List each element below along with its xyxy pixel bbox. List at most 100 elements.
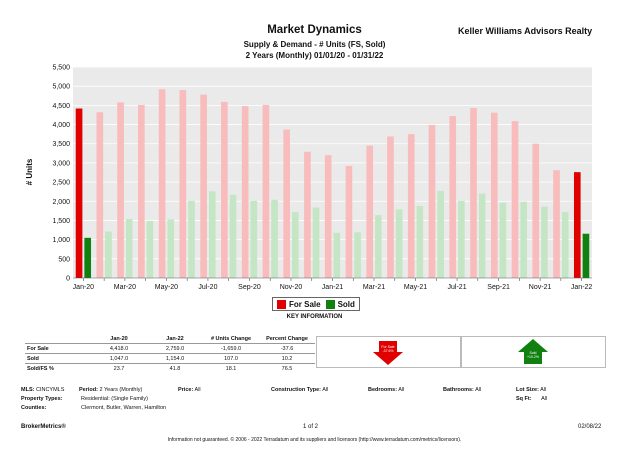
lotsize-label: Lot Size: [516,387,539,393]
sold-bar-apr-21 [395,209,403,278]
lotsize-criteria: Lot Size: All [516,387,546,393]
counties-value: Clermont, Butler, Warren, Hamilton [81,405,167,411]
price-value: All [194,387,201,393]
y-tick-label: 4,000 [52,122,70,129]
x-tick-label: Nov-21 [529,284,552,291]
table-row: Sold/FS % 23.7 41.8 18.1 76.5 [25,363,315,373]
sold-bar-dec-20 [312,207,320,278]
sold-bar-aug-20 [229,194,237,278]
table-cell: 18.1 [203,363,259,373]
sold-bar-apr-20 [146,220,154,278]
for-sale-bar-may-20 [158,89,166,278]
bedrooms-value: All [398,387,405,393]
property-type-criteria: Property Types: Residential: (Single Fam… [21,396,148,402]
company-name: Keller Williams Advisors Realty [458,26,593,36]
sqft-label: Sq Ft: [516,396,532,402]
for-sale-bar-jan-21 [324,155,332,278]
legend-label-sold: Sold [337,299,355,309]
y-tick-label: 2,000 [52,199,70,206]
table-header [25,334,91,344]
y-axis-ticks: 0 500 1,000 1,500 2,000 2,500 3,000 3,500 4,000 4… [52,65,70,283]
x-tick-label: Jan-22 [571,284,593,291]
for-sale-bar-jan-22 [573,172,581,278]
sold-bar-jan-21 [333,232,341,278]
row-label: Sold [25,353,91,364]
bedrooms-criteria: Bedrooms: All [368,387,404,393]
construction-label: Construction Type: [271,387,322,393]
sold-bar-jun-21 [437,190,444,278]
table-header: # Units Change [210,335,252,342]
for-sale-bar-oct-20 [262,104,270,278]
sold-bar-feb-21 [354,232,361,278]
property-type-label: Property Types: [21,396,63,402]
y-tick-label: 5,500 [52,65,70,72]
bedrooms-label: Bedrooms: [368,387,398,393]
y-tick-label: 3,000 [52,160,70,167]
bathrooms-value: All [475,387,482,393]
for-sale-bar-sep-21 [490,112,498,278]
legend-item-sold: Sold [325,299,355,309]
for-sale-bar-jun-20 [179,90,187,278]
report-date: 02/08/22 [578,424,602,430]
for-sale-bar-aug-21 [470,108,477,278]
sold-bar-jan-20 [84,237,92,278]
period-criteria: Period: 2 Years (Monthly) [79,387,142,393]
table-cell: 23.7 [91,363,147,373]
for-sale-bar-may-21 [407,134,415,278]
x-tick-label: Jan-20 [73,284,95,291]
sold-bar-nov-21 [541,206,548,278]
x-tick-label: Mar-21 [363,284,385,291]
y-tick-label: 0 [66,276,70,283]
chart-subtitle: Supply & Demand - # Units (FS, Sold) [243,40,386,49]
x-tick-label: Mar-20 [114,284,136,291]
for-sale-bar-oct-21 [511,121,519,278]
counties-criteria: Counties: Clermont, Butler, Warren, Hami… [21,405,166,411]
sold-bar-oct-21 [520,201,527,278]
sold-bar-mar-20 [125,218,133,278]
x-tick-label: May-21 [404,284,427,291]
for-sale-change-indicator: For Sale -37.6% [316,336,461,368]
y-tick-label: 4,500 [52,103,70,110]
chart-legend: For Sale Sold [272,297,360,311]
up-arrow-icon [518,339,548,364]
x-tick-label: Nov-20 [280,284,303,291]
chart-title: Market Dynamics [267,24,362,36]
mls-value: CINCYMLS [35,387,65,393]
x-tick-label: May-20 [155,284,178,291]
legend-swatch-sold [325,299,335,309]
price-criteria: Price: All [178,387,201,393]
property-type-value: Residential: (Single Family) [81,396,148,402]
table-header: Jan-20 [110,335,128,342]
construction-value: All [322,387,329,393]
key-information-heading: KEY INFORMATION [286,314,343,320]
y-tick-label: 1,500 [52,218,70,225]
y-tick-label: 1,000 [52,237,70,244]
for-sale-bar-jun-21 [428,124,436,278]
sold-bar-sep-21 [499,202,507,278]
table-cell: -37.6 [259,343,315,354]
table-header-row: Jan-20 Jan-22 # Units Change Percent Cha… [25,334,315,344]
for-sale-bar-feb-21 [345,165,353,278]
sold-bar-may-21 [416,205,424,278]
brokermetrics-logo-text: BrokerMetrics® [21,424,66,430]
construction-criteria: Construction Type: All [271,387,328,393]
sold-change-indicator: Sold +10.2% [461,336,606,368]
for-sale-bar-jan-20 [75,108,83,278]
x-axis-ticks: Jan-20 Mar-20 May-20 Jul-20 Sep-20 Nov-20 Jan-… [73,277,593,291]
mls-criteria: MLS: CINCYMLS [21,387,64,393]
sold-bar-mar-21 [375,215,382,278]
sold-bar-feb-20 [105,231,112,278]
sold-bar-aug-21 [478,193,486,278]
for-sale-bar-feb-20 [96,112,104,278]
sold-bar-oct-20 [271,199,278,278]
table-cell: 2,759.0 [147,343,203,354]
table-header: Jan-22 [166,335,184,342]
for-sale-bar-apr-20 [138,104,145,278]
for-sale-bar-jul-20 [200,94,207,278]
mls-label: MLS: [21,387,35,393]
for-sale-bar-mar-20 [117,102,124,278]
y-tick-label: 3,500 [52,141,70,148]
sqft-value: All [541,396,548,402]
x-tick-label: Jul-21 [448,284,467,291]
page-number: 1 of 2 [303,424,319,430]
